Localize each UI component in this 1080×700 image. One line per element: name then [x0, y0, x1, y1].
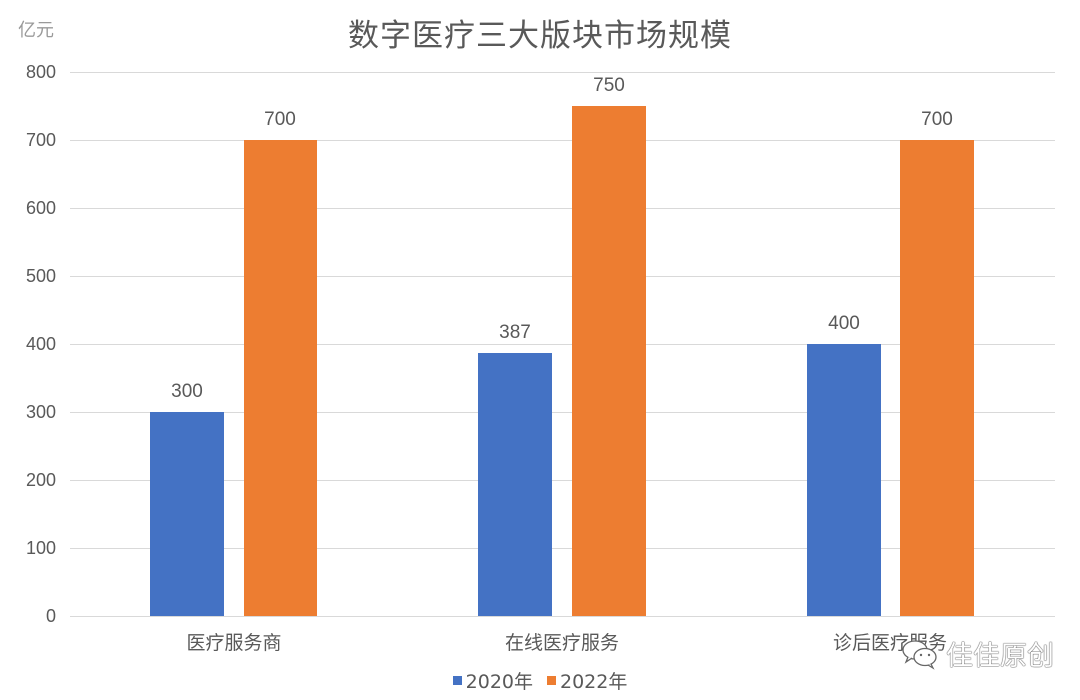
- bar-post-diagnosis-service-2020: [807, 344, 881, 616]
- legend-item-2020[interactable]: 2020年: [452, 667, 533, 694]
- legend-label: 2022年: [560, 671, 628, 693]
- wechat-icon: [902, 639, 937, 670]
- y-tick-500: 500: [25, 266, 56, 286]
- gridline-300: [70, 412, 1055, 413]
- x-axis-line: [70, 616, 1055, 617]
- y-tick-600: 600: [25, 198, 56, 218]
- bar-post-diagnosis-service-2022: [900, 140, 974, 616]
- gridline-500: [70, 276, 1055, 277]
- gridline-800: [70, 72, 1055, 73]
- data-label: 700: [264, 109, 296, 130]
- y-tick-700: 700: [25, 130, 56, 150]
- watermark-text: 佳佳原创: [946, 641, 1054, 672]
- legend-label: 2020年: [465, 671, 533, 693]
- x-category-label: 在线医疗服务: [504, 632, 619, 654]
- bar-online-medical-service-2022: [572, 106, 646, 616]
- y-axis-unit-label: 亿元: [18, 20, 54, 41]
- data-label: 400: [828, 313, 860, 334]
- data-label: 750: [593, 75, 625, 96]
- bar-medical-service-provider-2022: [244, 140, 317, 616]
- watermark: 佳佳原创: [900, 634, 1054, 673]
- data-label: 387: [499, 322, 531, 343]
- legend-item-2022[interactable]: 2022年: [547, 667, 627, 694]
- data-label: 300: [171, 381, 203, 402]
- gridline-600: [70, 208, 1055, 209]
- x-category-label: 医疗服务商: [186, 632, 282, 654]
- legend: 2020年 2022年: [0, 667, 1080, 694]
- gridline-200: [70, 480, 1055, 481]
- gridline-100: [70, 548, 1055, 549]
- data-label: 700: [921, 109, 953, 130]
- bar-online-medical-service-2020: [478, 353, 552, 616]
- y-tick-100: 100: [25, 538, 56, 558]
- y-tick-200: 200: [25, 470, 56, 490]
- y-tick-400: 400: [25, 334, 56, 354]
- legend-swatch-icon: [547, 676, 556, 685]
- y-tick-0: 0: [45, 606, 56, 626]
- y-tick-800: 800: [25, 62, 56, 82]
- gridline-700: [70, 140, 1055, 141]
- chart-title: 数字医疗三大版块市场规模: [348, 18, 732, 54]
- bar-medical-service-provider-2020: [150, 412, 224, 616]
- y-tick-300: 300: [25, 402, 56, 422]
- legend-swatch-icon: [452, 676, 462, 685]
- gridline-400: [70, 344, 1055, 345]
